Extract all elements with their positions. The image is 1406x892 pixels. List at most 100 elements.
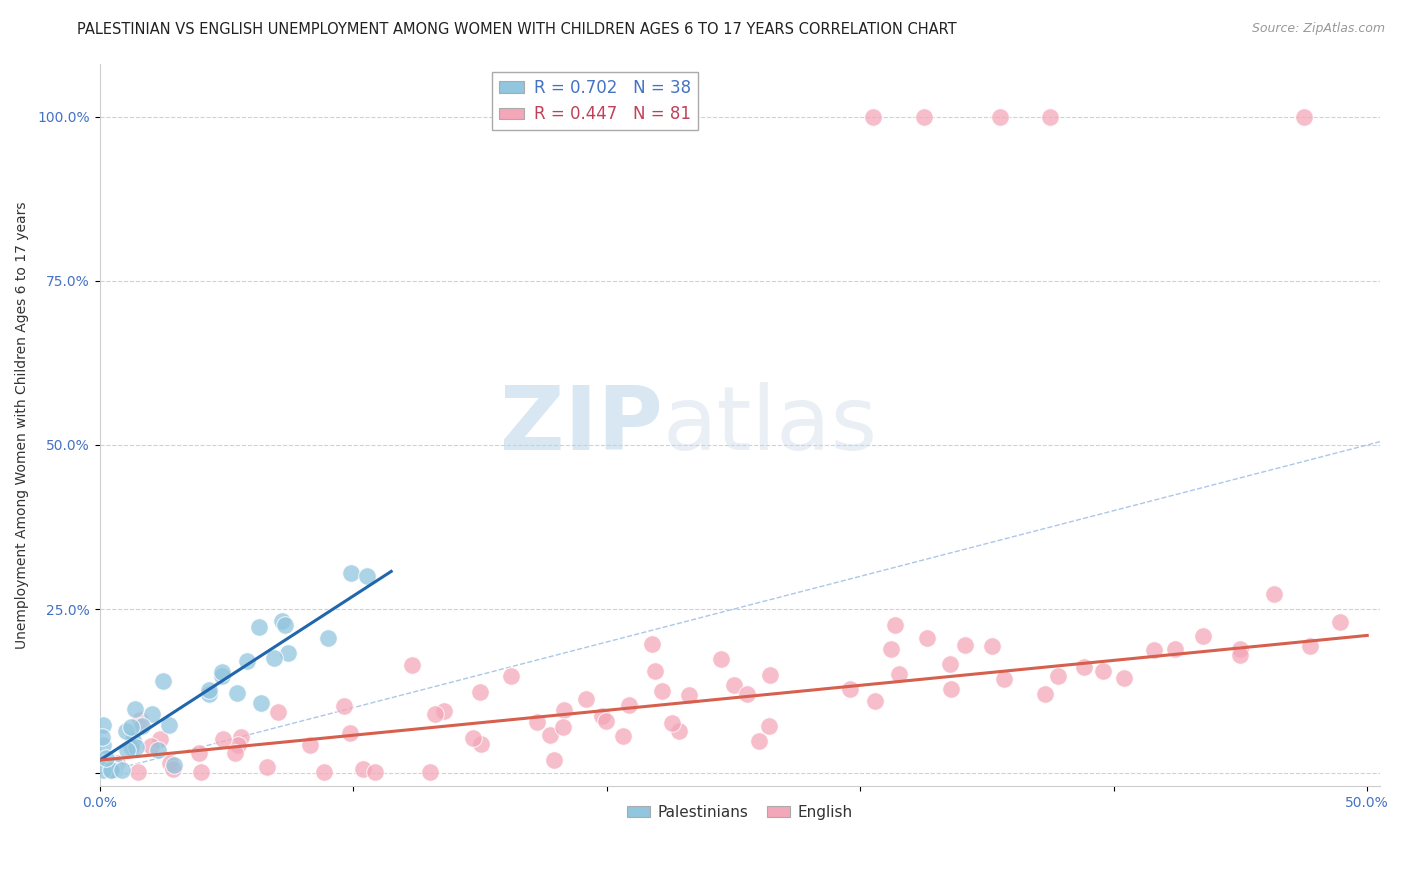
Point bbox=[211, 669, 233, 683]
Point bbox=[758, 719, 780, 733]
Point bbox=[152, 674, 174, 689]
Point bbox=[619, 698, 641, 712]
Point bbox=[100, 763, 122, 777]
Point bbox=[499, 669, 522, 683]
Point bbox=[198, 687, 221, 701]
Point bbox=[993, 672, 1015, 686]
Point bbox=[356, 569, 378, 583]
Point bbox=[312, 765, 335, 780]
Point bbox=[256, 759, 278, 773]
Point bbox=[425, 706, 447, 721]
Point bbox=[468, 684, 491, 698]
Point bbox=[553, 703, 575, 717]
Point bbox=[1091, 664, 1114, 678]
Point bbox=[939, 657, 962, 671]
Point bbox=[526, 714, 548, 729]
Point bbox=[748, 734, 770, 748]
Point bbox=[591, 708, 613, 723]
Point bbox=[340, 566, 363, 581]
Point bbox=[668, 723, 690, 738]
Point bbox=[225, 686, 247, 700]
Point bbox=[122, 733, 145, 747]
Point bbox=[91, 718, 114, 732]
Point bbox=[678, 688, 700, 702]
Point bbox=[277, 646, 299, 660]
Point bbox=[91, 730, 114, 744]
Y-axis label: Unemployment Among Women with Children Ages 6 to 17 years: Unemployment Among Women with Children A… bbox=[15, 202, 30, 649]
Point bbox=[131, 719, 153, 733]
Point bbox=[125, 739, 148, 754]
Legend: Palestinians, English: Palestinians, English bbox=[621, 798, 859, 826]
Point bbox=[575, 692, 598, 706]
Point bbox=[651, 684, 673, 698]
Point bbox=[124, 702, 146, 716]
Point bbox=[159, 756, 181, 771]
Point bbox=[115, 743, 138, 757]
Point bbox=[644, 665, 666, 679]
Point bbox=[91, 763, 114, 777]
Point bbox=[981, 640, 1004, 654]
Point bbox=[1039, 110, 1062, 124]
Point bbox=[148, 742, 170, 756]
Point bbox=[641, 637, 664, 651]
Point bbox=[263, 651, 285, 665]
Point bbox=[595, 714, 617, 728]
Point bbox=[91, 738, 114, 752]
Point bbox=[247, 620, 270, 634]
Point bbox=[880, 641, 903, 656]
Point bbox=[1329, 615, 1351, 630]
Point bbox=[103, 763, 125, 777]
Point bbox=[211, 665, 233, 679]
Point bbox=[1263, 587, 1285, 601]
Point bbox=[1164, 642, 1187, 657]
Point bbox=[737, 687, 759, 701]
Point bbox=[1112, 671, 1135, 685]
Point bbox=[839, 682, 862, 697]
Text: Source: ZipAtlas.com: Source: ZipAtlas.com bbox=[1251, 22, 1385, 36]
Point bbox=[758, 668, 780, 682]
Point bbox=[110, 763, 132, 777]
Point bbox=[198, 683, 221, 698]
Point bbox=[1292, 110, 1315, 124]
Point bbox=[333, 698, 356, 713]
Point bbox=[863, 693, 886, 707]
Point bbox=[163, 758, 186, 772]
Point bbox=[917, 631, 939, 645]
Point bbox=[318, 631, 340, 645]
Point bbox=[470, 737, 492, 751]
Point bbox=[661, 715, 683, 730]
Point bbox=[141, 707, 163, 722]
Point bbox=[229, 730, 252, 744]
Text: PALESTINIAN VS ENGLISH UNEMPLOYMENT AMONG WOMEN WITH CHILDREN AGES 6 TO 17 YEARS: PALESTINIAN VS ENGLISH UNEMPLOYMENT AMON… bbox=[77, 22, 957, 37]
Point bbox=[120, 720, 142, 734]
Point bbox=[461, 731, 484, 746]
Point bbox=[433, 704, 456, 718]
Point bbox=[339, 726, 361, 740]
Point bbox=[162, 762, 184, 776]
Point bbox=[298, 738, 321, 752]
Point bbox=[364, 765, 387, 780]
Point bbox=[100, 763, 122, 777]
Point bbox=[271, 615, 294, 629]
Point bbox=[190, 765, 212, 780]
Point bbox=[267, 705, 290, 719]
Point bbox=[551, 720, 574, 734]
Point bbox=[1229, 648, 1251, 662]
Point bbox=[120, 740, 142, 755]
Point bbox=[273, 617, 295, 632]
Point bbox=[710, 652, 733, 666]
Point bbox=[912, 110, 935, 124]
Point bbox=[543, 753, 565, 767]
Text: atlas: atlas bbox=[664, 382, 879, 469]
Point bbox=[236, 654, 259, 668]
Point bbox=[1033, 688, 1056, 702]
Point bbox=[884, 617, 907, 632]
Point bbox=[157, 718, 180, 732]
Point bbox=[352, 763, 374, 777]
Point bbox=[723, 677, 745, 691]
Point bbox=[96, 751, 118, 765]
Point bbox=[224, 747, 246, 761]
Point bbox=[129, 713, 152, 727]
Point bbox=[1299, 639, 1322, 653]
Point bbox=[1047, 669, 1070, 683]
